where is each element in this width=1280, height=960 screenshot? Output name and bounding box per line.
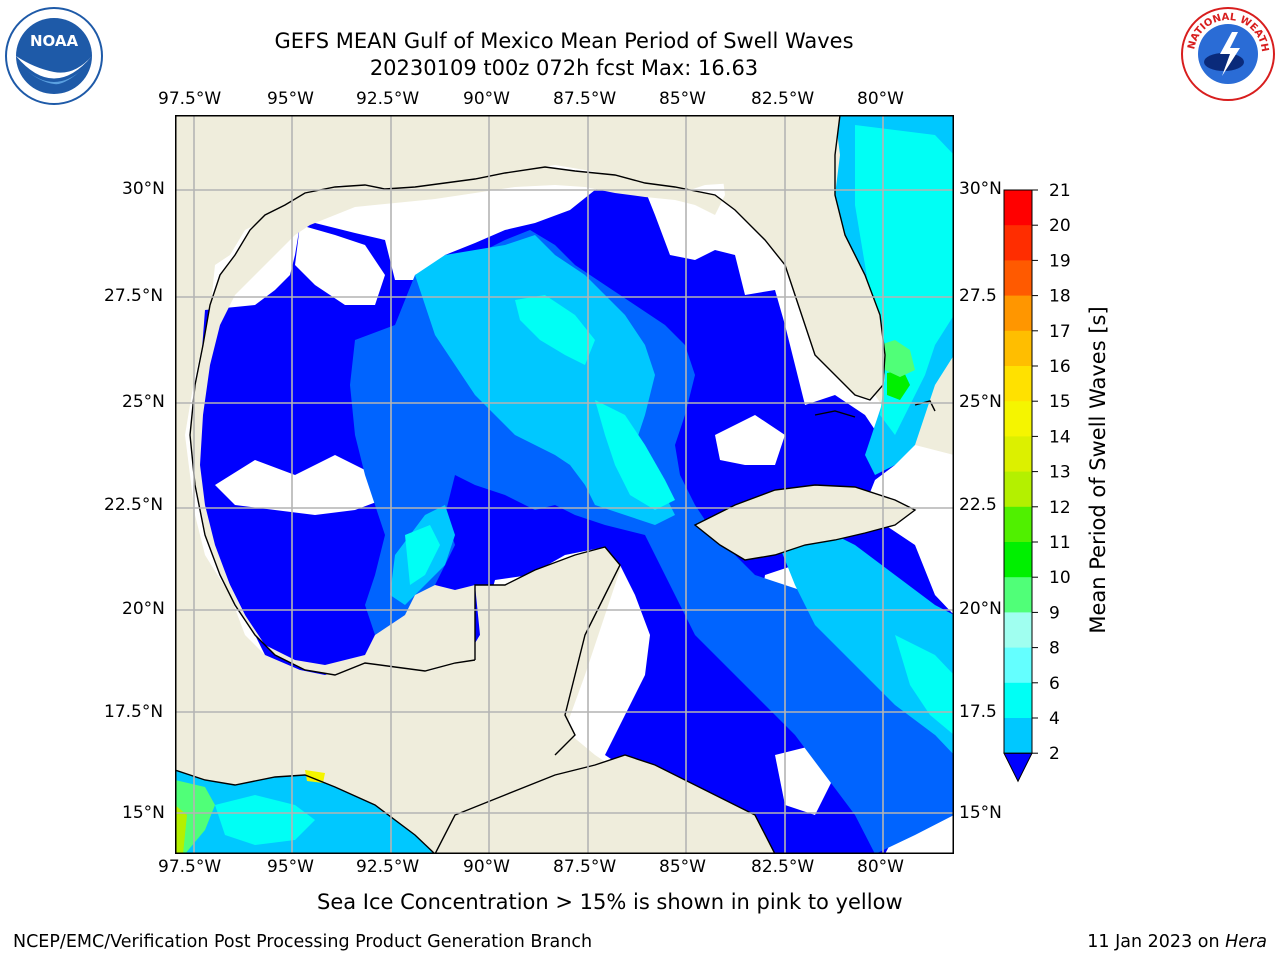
yucatan-land [455,547,620,755]
swell-band-6-8 [775,525,954,755]
colorbar-tick-label: 11 [1049,533,1071,553]
colorbar-segment [1004,471,1032,508]
colorbar-tick-label: 21 [1049,181,1071,201]
colorbar: 2 4 6 8 9 10 11 12 13 14 15 16 17 18 19 20 21 [1003,181,1071,783]
footer-host: Hera [1225,932,1267,952]
florida-land [190,115,885,675]
sea-ice-caption: Sea Ice Concentration > 15% is shown in … [317,890,903,914]
colorbar-segment [1004,366,1032,402]
cuba-land [695,485,915,560]
map-frame [175,115,954,854]
lon-tick-bottom: 87.5°W [553,857,617,877]
gulf-water-patch [715,415,785,465]
lon-tick-top: 90°W [463,89,510,109]
colorbar-tick-label: 10 [1049,568,1071,588]
graticule [175,115,954,854]
lon-tick-top: 95°W [267,89,314,109]
colorbar-segment [1004,225,1032,261]
swell-band-6-8 [415,235,675,525]
footer-right: 11 Jan 2023 on Hera [1087,932,1267,952]
lon-tick-top: 85°W [659,89,706,109]
swell-band-11-12 [887,370,910,400]
swell-band-8-9 [515,295,595,365]
lon-tick-top: 80°W [857,89,904,109]
gulf-water-patch [215,455,395,515]
map-title: GEFS MEAN Gulf of Mexico Mean Period of … [274,29,854,53]
colorbar-extend-arrow [1003,752,1033,783]
nws-logo-icon: NATIONAL WEATHER SERVICE [1176,0,1276,102]
lat-tick-left: 20°N [122,599,165,619]
colorbar-segment [1004,647,1032,684]
colorbar-tick-label: 9 [1049,603,1060,623]
lon-tick-top: 82.5°W [751,89,815,109]
colorbar-tick-label: 6 [1049,674,1060,694]
lon-tick-bottom: 92.5°W [356,857,420,877]
lat-tick-left: 30°N [122,179,165,199]
colorbar-segment [1004,190,1032,226]
colorbar-tick-label: 20 [1049,216,1071,236]
noaa-logo-icon: NOAA [4,6,104,106]
colorbar-label: Mean Period of Swell Waves [s] [1086,306,1110,634]
lon-tick-bottom: 95°W [267,857,314,877]
colorbar-tick-label: 12 [1049,498,1071,518]
lon-tick-bottom: 90°W [463,857,510,877]
colorbar-segment [1004,401,1032,437]
colorbar-tick-label: 16 [1049,357,1071,377]
colorbar-tick-label: 19 [1049,251,1071,271]
colorbar-tick-label: 2 [1049,744,1060,764]
colorbar-segment [1004,330,1032,367]
gulf-water-patch [295,225,385,305]
pacific-swell [215,795,315,845]
colorbar-tick-label: 14 [1049,427,1071,447]
colorbar-segment [1004,260,1032,297]
colorbar-segment [1004,682,1032,719]
colorbar-tick-label: 17 [1049,322,1071,342]
lat-tick-left: 25°N [122,392,165,412]
swell-band-8-9 [405,525,440,585]
colorbar-segment [1004,506,1032,543]
colorbar-tick-label: 8 [1049,639,1060,659]
lat-tick-left: 15°N [122,803,165,823]
lat-tick-right: 25°N [959,392,1002,412]
map-subtitle: 20230109 t00z 072h fcst Max: 16.63 [369,56,759,80]
lon-tick-top: 92.5°W [356,89,420,109]
lat-tick-left: 27.5°N [104,286,164,306]
lat-tick-left: 17.5°N [104,702,164,722]
colorbar-tick-label: 18 [1049,287,1071,307]
central-america-land [435,755,775,854]
pacific-swell [175,805,187,854]
swell-band-8-9 [895,635,954,735]
lat-tick-right: 27.5 [959,286,997,306]
swell-band-10-11 [880,340,915,377]
lon-tick-bottom: 82.5°W [751,857,815,877]
colorbar-segment [1004,612,1032,649]
colorbar-segment [1004,577,1032,613]
lon-tick-bottom: 85°W [659,857,706,877]
footer-date: 11 Jan 2023 on [1087,932,1226,952]
lat-tick-right: 17.5 [959,702,997,722]
lat-tick-right: 20°N [959,599,1002,619]
swell-period-map [175,115,954,854]
colorbar-segment [1004,542,1032,578]
lon-tick-bottom: 97.5°W [158,857,222,877]
colorbar-tick-label: 4 [1049,709,1060,729]
swell-band-8-9 [595,400,675,510]
pacific-swell [175,780,215,854]
lat-tick-left: 22.5°N [104,495,164,515]
lat-tick-right: 30°N [959,179,1002,199]
lon-tick-top: 97.5°W [158,89,222,109]
svg-text:NOAA: NOAA [30,32,79,50]
footer-left: NCEP/EMC/Verification Post Processing Pr… [13,932,593,952]
colorbar-tick-label: 13 [1049,463,1071,483]
swell-band-8-9 [855,125,954,435]
lat-tick-right: 22.5 [959,495,997,515]
colorbar-segment [1004,436,1032,473]
colorbar-segment [1004,718,1032,754]
lat-tick-right: 15°N [959,803,1002,823]
lon-tick-top: 87.5°W [553,89,617,109]
pacific-swell [305,770,325,783]
colorbar-tick-label: 15 [1049,392,1071,412]
colorbar-segment [1004,295,1032,332]
lon-tick-bottom: 80°W [857,857,904,877]
